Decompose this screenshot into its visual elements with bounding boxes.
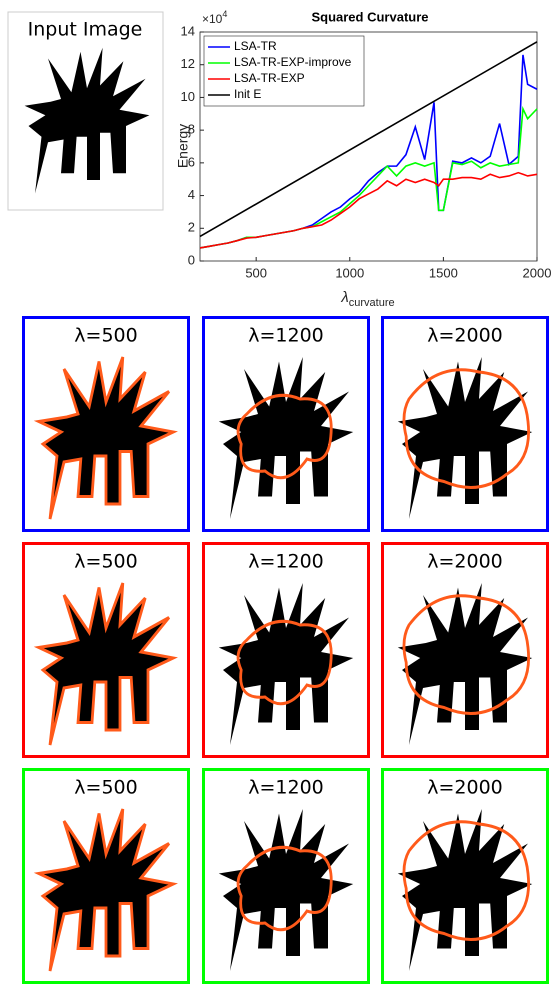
legend-label: LSA-TR-EXP: [234, 71, 305, 85]
y-tick-label: 10: [181, 89, 195, 104]
panel-grid: λ=500 λ=1200 λ=2000 λ=500 λ=1200 λ=2000 λ=500 λ…: [22, 316, 549, 984]
y-tick-label: 2: [188, 220, 195, 235]
legend-label: LSA-TR: [234, 39, 277, 53]
y-scale-label: ×104: [202, 9, 227, 26]
x-label-subscript: curvature: [349, 297, 395, 309]
y-tick-label: 14: [181, 23, 195, 38]
y-tick-label: 4: [188, 187, 195, 202]
y-tick-label: 0: [188, 252, 195, 267]
series-line: [199, 41, 538, 238]
y-axis-label: Energy: [175, 124, 191, 168]
panel-label: λ=1200: [248, 777, 324, 799]
y-scale-exponent: 4: [222, 9, 227, 19]
y-tick-label: 8: [188, 122, 195, 137]
x-axis-label: λcurvature: [340, 289, 394, 309]
y-scale-base: ×10: [202, 12, 223, 26]
x-tick-label: 1500: [429, 265, 458, 280]
x-tick-label: 1000: [335, 265, 364, 280]
chart-title: Squared Curvature: [311, 9, 428, 24]
legend-label: Init E: [234, 87, 261, 101]
legend-box: [203, 35, 365, 107]
y-tick-label: 6: [188, 154, 195, 169]
series-line: [199, 171, 538, 249]
input-label: Input Image: [28, 19, 143, 41]
x-tick-label: 500: [245, 265, 267, 280]
panel-label: λ=2000: [427, 325, 503, 347]
panel-label: λ=1200: [248, 325, 324, 347]
panel-label: λ=500: [74, 777, 137, 799]
panel-label: λ=500: [74, 551, 137, 573]
panel-label: λ=2000: [427, 777, 503, 799]
y-tick-label: 12: [181, 56, 195, 71]
panel-label: λ=1200: [248, 551, 324, 573]
legend-label: LSA-TR-EXP-improve: [234, 55, 352, 69]
x-tick-label: 2000: [523, 265, 551, 280]
x-label-symbol: λ: [340, 289, 348, 306]
panel-label: λ=500: [74, 325, 137, 347]
panel-label: λ=2000: [427, 551, 503, 573]
